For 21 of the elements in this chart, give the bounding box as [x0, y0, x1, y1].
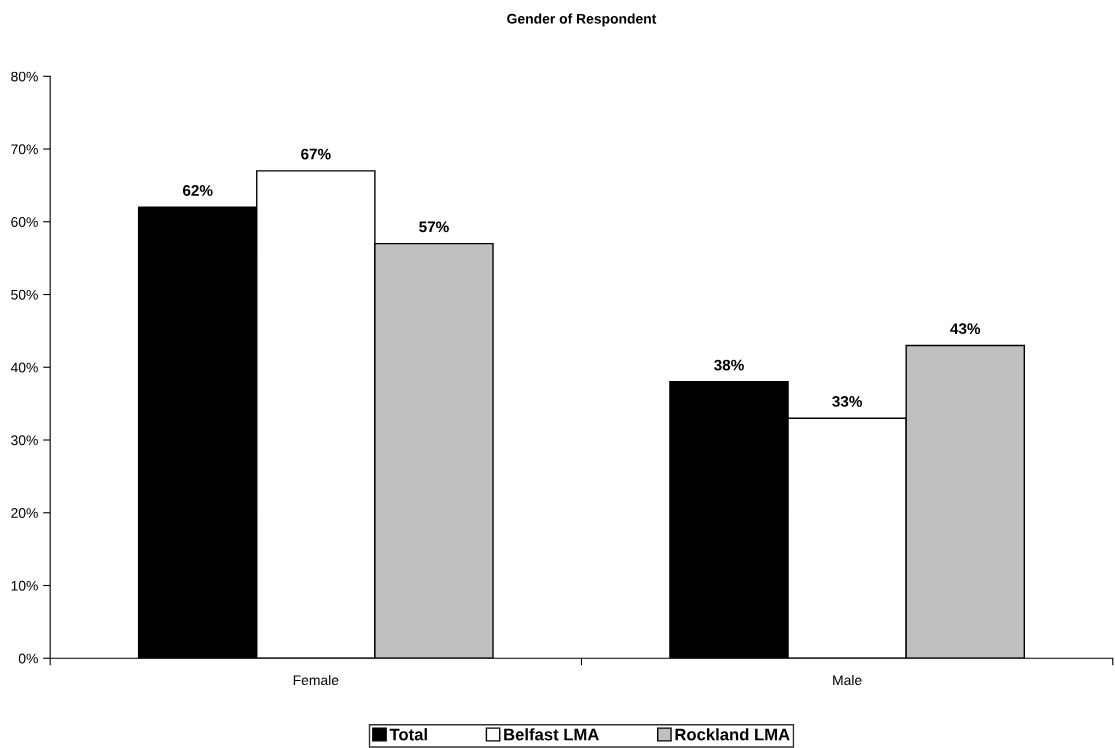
legend-label: Total [389, 728, 427, 741]
x-tick-label: Male [833, 674, 862, 686]
y-tick-label: 40% [10, 362, 38, 373]
y-tick-label: 60% [11, 217, 38, 227]
data-label: 33% [832, 396, 863, 407]
chart-title: Gender of Respondent [507, 13, 657, 27]
data-label: 43% [950, 323, 981, 335]
y-tick-label: 0% [18, 653, 38, 664]
y-tick-label: 50% [11, 289, 38, 300]
y-tick-label: 10% [11, 580, 38, 591]
data-label: 57% [419, 221, 449, 233]
legend-label: Rockland LMA [675, 728, 790, 741]
y-tick-label: 20% [11, 508, 38, 518]
data-label: 62% [182, 185, 213, 196]
data-label: 38% [714, 359, 744, 371]
data-label: 67% [301, 148, 331, 160]
y-tick-label: 80% [11, 71, 38, 82]
x-tick-label: Female [293, 674, 339, 686]
y-tick-label: 30% [11, 435, 38, 446]
legend-label: Belfast LMA [504, 728, 599, 741]
y-tick-label: 70% [11, 144, 38, 155]
